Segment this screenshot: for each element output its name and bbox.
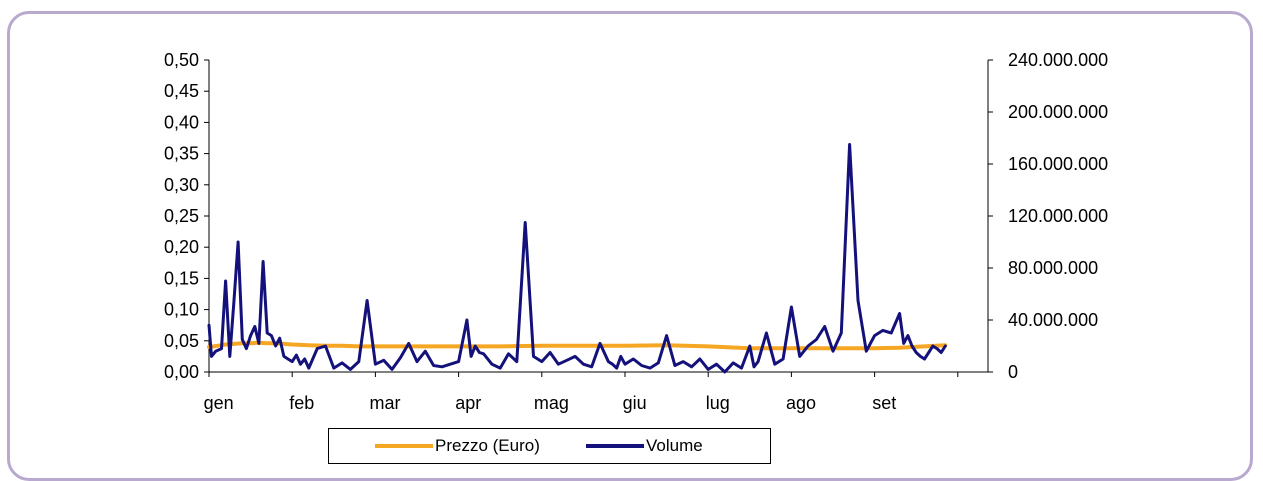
left-axis-tick-label: 0,40 [164, 112, 199, 132]
left-axis-tick-label: 0,30 [164, 175, 199, 195]
left-axis-tick-label: 0,10 [164, 300, 199, 320]
x-axis-tick-label: mar [370, 393, 401, 413]
legend-item-volume: Volume [586, 429, 703, 463]
x-axis-tick-label: set [872, 393, 896, 413]
price-series-line [207, 340, 948, 351]
x-axis-tick-label: feb [289, 393, 314, 413]
chart-svg: 0,00 0,05 0,10 0,15 0,20 0,25 0,30 0,35 0,40 0,45… [164, 50, 1108, 413]
right-axis-tick-label: 0 [1008, 362, 1018, 382]
left-axis-tick-label: 0,05 [164, 331, 199, 351]
legend-label-volume: Volume [646, 436, 703, 455]
x-axis: gen feb mar apr mag giu lug ago set [204, 371, 988, 413]
right-axis-tick-label: 80.000.000 [1008, 258, 1098, 278]
x-axis-tick-label: lug [706, 393, 730, 413]
volume-series-line [207, 143, 947, 374]
legend-swatch-price [375, 444, 433, 448]
legend-swatch-volume [586, 444, 644, 448]
left-axis-tick-label: 0,35 [164, 144, 199, 164]
left-axis-tick-label: 0,00 [164, 362, 199, 382]
legend: Prezzo (Euro) Volume [328, 428, 771, 464]
left-axis-tick-label: 0,25 [164, 206, 199, 226]
left-axis-tick-label: 0,15 [164, 268, 199, 288]
left-axis-tick-label: 0,50 [164, 50, 199, 70]
right-axis-tick-label: 200.000.000 [1008, 102, 1108, 122]
legend-item-price: Prezzo (Euro) [375, 429, 540, 463]
legend-label-price: Prezzo (Euro) [435, 436, 540, 455]
left-axis-tick-label: 0,20 [164, 237, 199, 257]
x-axis-tick-label: mag [534, 393, 569, 413]
right-y-axis: 0 40.000.000 80.000.000 120.000.000 160.000.… [987, 50, 1108, 382]
x-axis-tick-label: giu [623, 393, 647, 413]
series-layer [207, 143, 948, 374]
left-axis-tick-label: 0,45 [164, 81, 199, 101]
left-y-axis: 0,00 0,05 0,10 0,15 0,20 0,25 0,30 0,35 0,40 0,45… [164, 50, 210, 382]
right-axis-tick-label: 120.000.000 [1008, 206, 1108, 226]
x-axis-tick-label: ago [786, 393, 816, 413]
right-axis-tick-label: 160.000.000 [1008, 154, 1108, 174]
chart-frame [7, 11, 1253, 481]
x-axis-tick-label: apr [455, 393, 481, 413]
right-axis-tick-label: 40.000.000 [1008, 310, 1098, 330]
right-axis-tick-label: 240.000.000 [1008, 50, 1108, 70]
x-axis-tick-label: gen [204, 393, 234, 413]
